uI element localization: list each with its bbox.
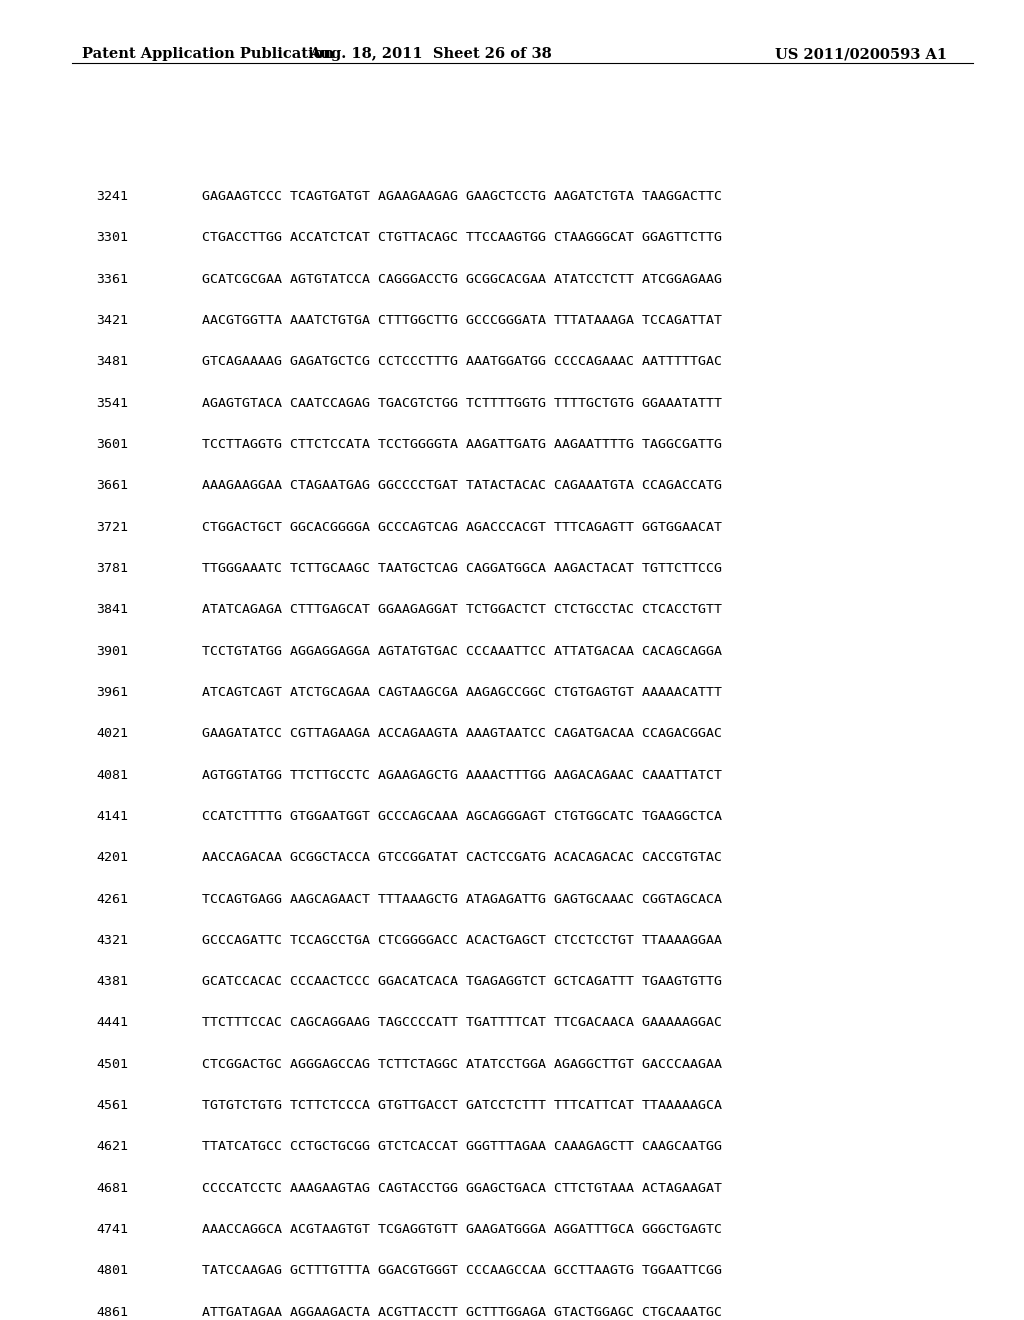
Text: 4681: 4681 <box>96 1181 128 1195</box>
Text: 4141: 4141 <box>96 810 128 822</box>
Text: GCCCAGATTC TCCAGCCTGA CTCGGGGACC ACACTGAGCT CTCCTCCTGT TTAAAAGGAA: GCCCAGATTC TCCAGCCTGA CTCGGGGACC ACACTGA… <box>202 933 722 946</box>
Text: CTGACCTTGG ACCATCTCAT CTGTTACAGC TTCCAAGTGG CTAAGGGCAT GGAGTTCTTG: CTGACCTTGG ACCATCTCAT CTGTTACAGC TTCCAAG… <box>202 231 722 244</box>
Text: 3601: 3601 <box>96 438 128 451</box>
Text: TTATCATGCC CCTGCTGCGG GTCTCACCAT GGGTTTAGAA CAAAGAGCTT CAAGCAATGG: TTATCATGCC CCTGCTGCGG GTCTCACCAT GGGTTTA… <box>202 1140 722 1154</box>
Text: 4801: 4801 <box>96 1265 128 1278</box>
Text: 4381: 4381 <box>96 975 128 989</box>
Text: 3721: 3721 <box>96 520 128 533</box>
Text: TGTGTCTGTG TCTTCTCCCA GTGTTGACCT GATCCTCTTT TTTCATTCAT TTAAAAAGCA: TGTGTCTGTG TCTTCTCCCA GTGTTGACCT GATCCTC… <box>202 1100 722 1111</box>
Text: 4441: 4441 <box>96 1016 128 1030</box>
Text: GCATCGCGAA AGTGTATCCA CAGGGACCTG GCGGCACGAA ATATCCTCTT ATCGGAGAAG: GCATCGCGAA AGTGTATCCA CAGGGACCTG GCGGCAC… <box>202 273 722 286</box>
Text: AAAGAAGGAA CTAGAATGAG GGCCCCTGAT TATACTACAC CAGAAATGTA CCAGACCATG: AAAGAAGGAA CTAGAATGAG GGCCCCTGAT TATACTA… <box>202 479 722 492</box>
Text: 3421: 3421 <box>96 314 128 327</box>
Text: TTGGGAAATC TCTTGCAAGC TAATGCTCAG CAGGATGGCA AAGACTACAT TGTTCTTCCG: TTGGGAAATC TCTTGCAAGC TAATGCTCAG CAGGATG… <box>202 562 722 576</box>
Text: 3241: 3241 <box>96 190 128 203</box>
Text: GAAGATATCC CGTTAGAAGA ACCAGAAGTA AAAGTAATCC CAGATGACAA CCAGACGGAC: GAAGATATCC CGTTAGAAGA ACCAGAAGTA AAAGTAA… <box>202 727 722 741</box>
Text: 3841: 3841 <box>96 603 128 616</box>
Text: 4321: 4321 <box>96 933 128 946</box>
Text: 4561: 4561 <box>96 1100 128 1111</box>
Text: ATTGATAGAA AGGAAGACTA ACGTTACCTT GCTTTGGAGA GTACTGGAGC CTGCAAATGC: ATTGATAGAA AGGAAGACTA ACGTTACCTT GCTTTGG… <box>202 1305 722 1319</box>
Text: TCCTTAGGTG CTTCTCCATA TCCTGGGGTA AAGATTGATG AAGAATTTTG TAGGCGATTG: TCCTTAGGTG CTTCTCCATA TCCTGGGGTA AAGATTG… <box>202 438 722 451</box>
Text: Patent Application Publication: Patent Application Publication <box>82 48 334 61</box>
Text: GTCAGAAAAG GAGATGCTCG CCTCCCTTTG AAATGGATGG CCCCAGAAAC AATTTTTGAC: GTCAGAAAAG GAGATGCTCG CCTCCCTTTG AAATGGA… <box>202 355 722 368</box>
Text: 3781: 3781 <box>96 562 128 576</box>
Text: 3361: 3361 <box>96 273 128 286</box>
Text: 4081: 4081 <box>96 768 128 781</box>
Text: 4741: 4741 <box>96 1224 128 1236</box>
Text: AACCAGACAA GCGGCTACCA GTCCGGATAT CACTCCGATG ACACAGACAC CACCGTGTAC: AACCAGACAA GCGGCTACCA GTCCGGATAT CACTCCG… <box>202 851 722 865</box>
Text: GAGAAGTCCC TCAGTGATGT AGAAGAAGAG GAAGCTCCTG AAGATCTGTA TAAGGACTTC: GAGAAGTCCC TCAGTGATGT AGAAGAAGAG GAAGCTC… <box>202 190 722 203</box>
Text: 4861: 4861 <box>96 1305 128 1319</box>
Text: CCATCTTTTG GTGGAATGGT GCCCAGCAAA AGCAGGGAGT CTGTGGCATC TGAAGGCTCA: CCATCTTTTG GTGGAATGGT GCCCAGCAAA AGCAGGG… <box>202 810 722 822</box>
Text: TCCTGTATGG AGGAGGAGGA AGTATGTGAC CCCAAATTCC ATTATGACAA CACAGCAGGA: TCCTGTATGG AGGAGGAGGA AGTATGTGAC CCCAAAT… <box>202 644 722 657</box>
Text: TATCCAAGAG GCTTTGTTTA GGACGTGGGT CCCAAGCCAA GCCTTAAGTG TGGAATTCGG: TATCCAAGAG GCTTTGTTTA GGACGTGGGT CCCAAGC… <box>202 1265 722 1278</box>
Text: 4501: 4501 <box>96 1057 128 1071</box>
Text: US 2011/0200593 A1: US 2011/0200593 A1 <box>775 48 947 61</box>
Text: AGAGTGTACA CAATCCAGAG TGACGTCTGG TCTTTTGGTG TTTTGCTGTG GGAAATATTT: AGAGTGTACA CAATCCAGAG TGACGTCTGG TCTTTTG… <box>202 397 722 409</box>
Text: 3901: 3901 <box>96 644 128 657</box>
Text: 4201: 4201 <box>96 851 128 865</box>
Text: 3541: 3541 <box>96 397 128 409</box>
Text: TCCAGTGAGG AAGCAGAACT TTTAAAGCTG ATAGAGATTG GAGTGCAAAC CGGTAGCACA: TCCAGTGAGG AAGCAGAACT TTTAAAGCTG ATAGAGA… <box>202 892 722 906</box>
Text: AAACCAGGCA ACGTAAGTGT TCGAGGTGTT GAAGATGGGA AGGATTTGCA GGGCTGAGTC: AAACCAGGCA ACGTAAGTGT TCGAGGTGTT GAAGATG… <box>202 1224 722 1236</box>
Text: 4021: 4021 <box>96 727 128 741</box>
Text: AACGTGGTTA AAATCTGTGA CTTTGGCTTG GCCCGGGATA TTTATAAAGA TCCAGATTAT: AACGTGGTTA AAATCTGTGA CTTTGGCTTG GCCCGGG… <box>202 314 722 327</box>
Text: CTGGACTGCT GGCACGGGGA GCCCAGTCAG AGACCCACGT TTTCAGAGTT GGTGGAACAT: CTGGACTGCT GGCACGGGGA GCCCAGTCAG AGACCCA… <box>202 520 722 533</box>
Text: 4621: 4621 <box>96 1140 128 1154</box>
Text: Aug. 18, 2011  Sheet 26 of 38: Aug. 18, 2011 Sheet 26 of 38 <box>308 48 552 61</box>
Text: TTCTTTCCAC CAGCAGGAAG TAGCCCCATT TGATTTTCAT TTCGACAACA GAAAAAGGAC: TTCTTTCCAC CAGCAGGAAG TAGCCCCATT TGATTTT… <box>202 1016 722 1030</box>
Text: ATATCAGAGA CTTTGAGCAT GGAAGAGGAT TCTGGACTCT CTCTGCCTAC CTCACCTGTT: ATATCAGAGA CTTTGAGCAT GGAAGAGGAT TCTGGAC… <box>202 603 722 616</box>
Text: 3661: 3661 <box>96 479 128 492</box>
Text: ATCAGTCAGT ATCTGCAGAA CAGTAAGCGA AAGAGCCGGC CTGTGAGTGT AAAAACATTT: ATCAGTCAGT ATCTGCAGAA CAGTAAGCGA AAGAGCC… <box>202 686 722 700</box>
Text: 3961: 3961 <box>96 686 128 700</box>
Text: GCATCCACAC CCCAACTCCC GGACATCACA TGAGAGGTCT GCTCAGATTT TGAAGTGTTG: GCATCCACAC CCCAACTCCC GGACATCACA TGAGAGG… <box>202 975 722 989</box>
Text: CTCGGACTGC AGGGAGCCAG TCTTCTAGGC ATATCCTGGA AGAGGCTTGT GACCCAAGAA: CTCGGACTGC AGGGAGCCAG TCTTCTAGGC ATATCCT… <box>202 1057 722 1071</box>
Text: 4261: 4261 <box>96 892 128 906</box>
Text: AGTGGTATGG TTCTTGCCTC AGAAGAGCTG AAAACTTTGG AAGACAGAAC CAAATTATCT: AGTGGTATGG TTCTTGCCTC AGAAGAGCTG AAAACTT… <box>202 768 722 781</box>
Text: CCCCATCCTC AAAGAAGTAG CAGTACCTGG GGAGCTGACA CTTCTGTAAA ACTAGAAGAT: CCCCATCCTC AAAGAAGTAG CAGTACCTGG GGAGCTG… <box>202 1181 722 1195</box>
Text: 3481: 3481 <box>96 355 128 368</box>
Text: 3301: 3301 <box>96 231 128 244</box>
